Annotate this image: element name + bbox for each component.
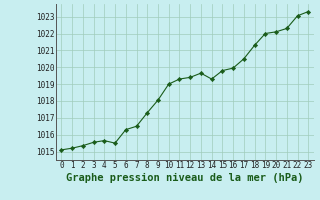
X-axis label: Graphe pression niveau de la mer (hPa): Graphe pression niveau de la mer (hPa) (66, 173, 304, 183)
